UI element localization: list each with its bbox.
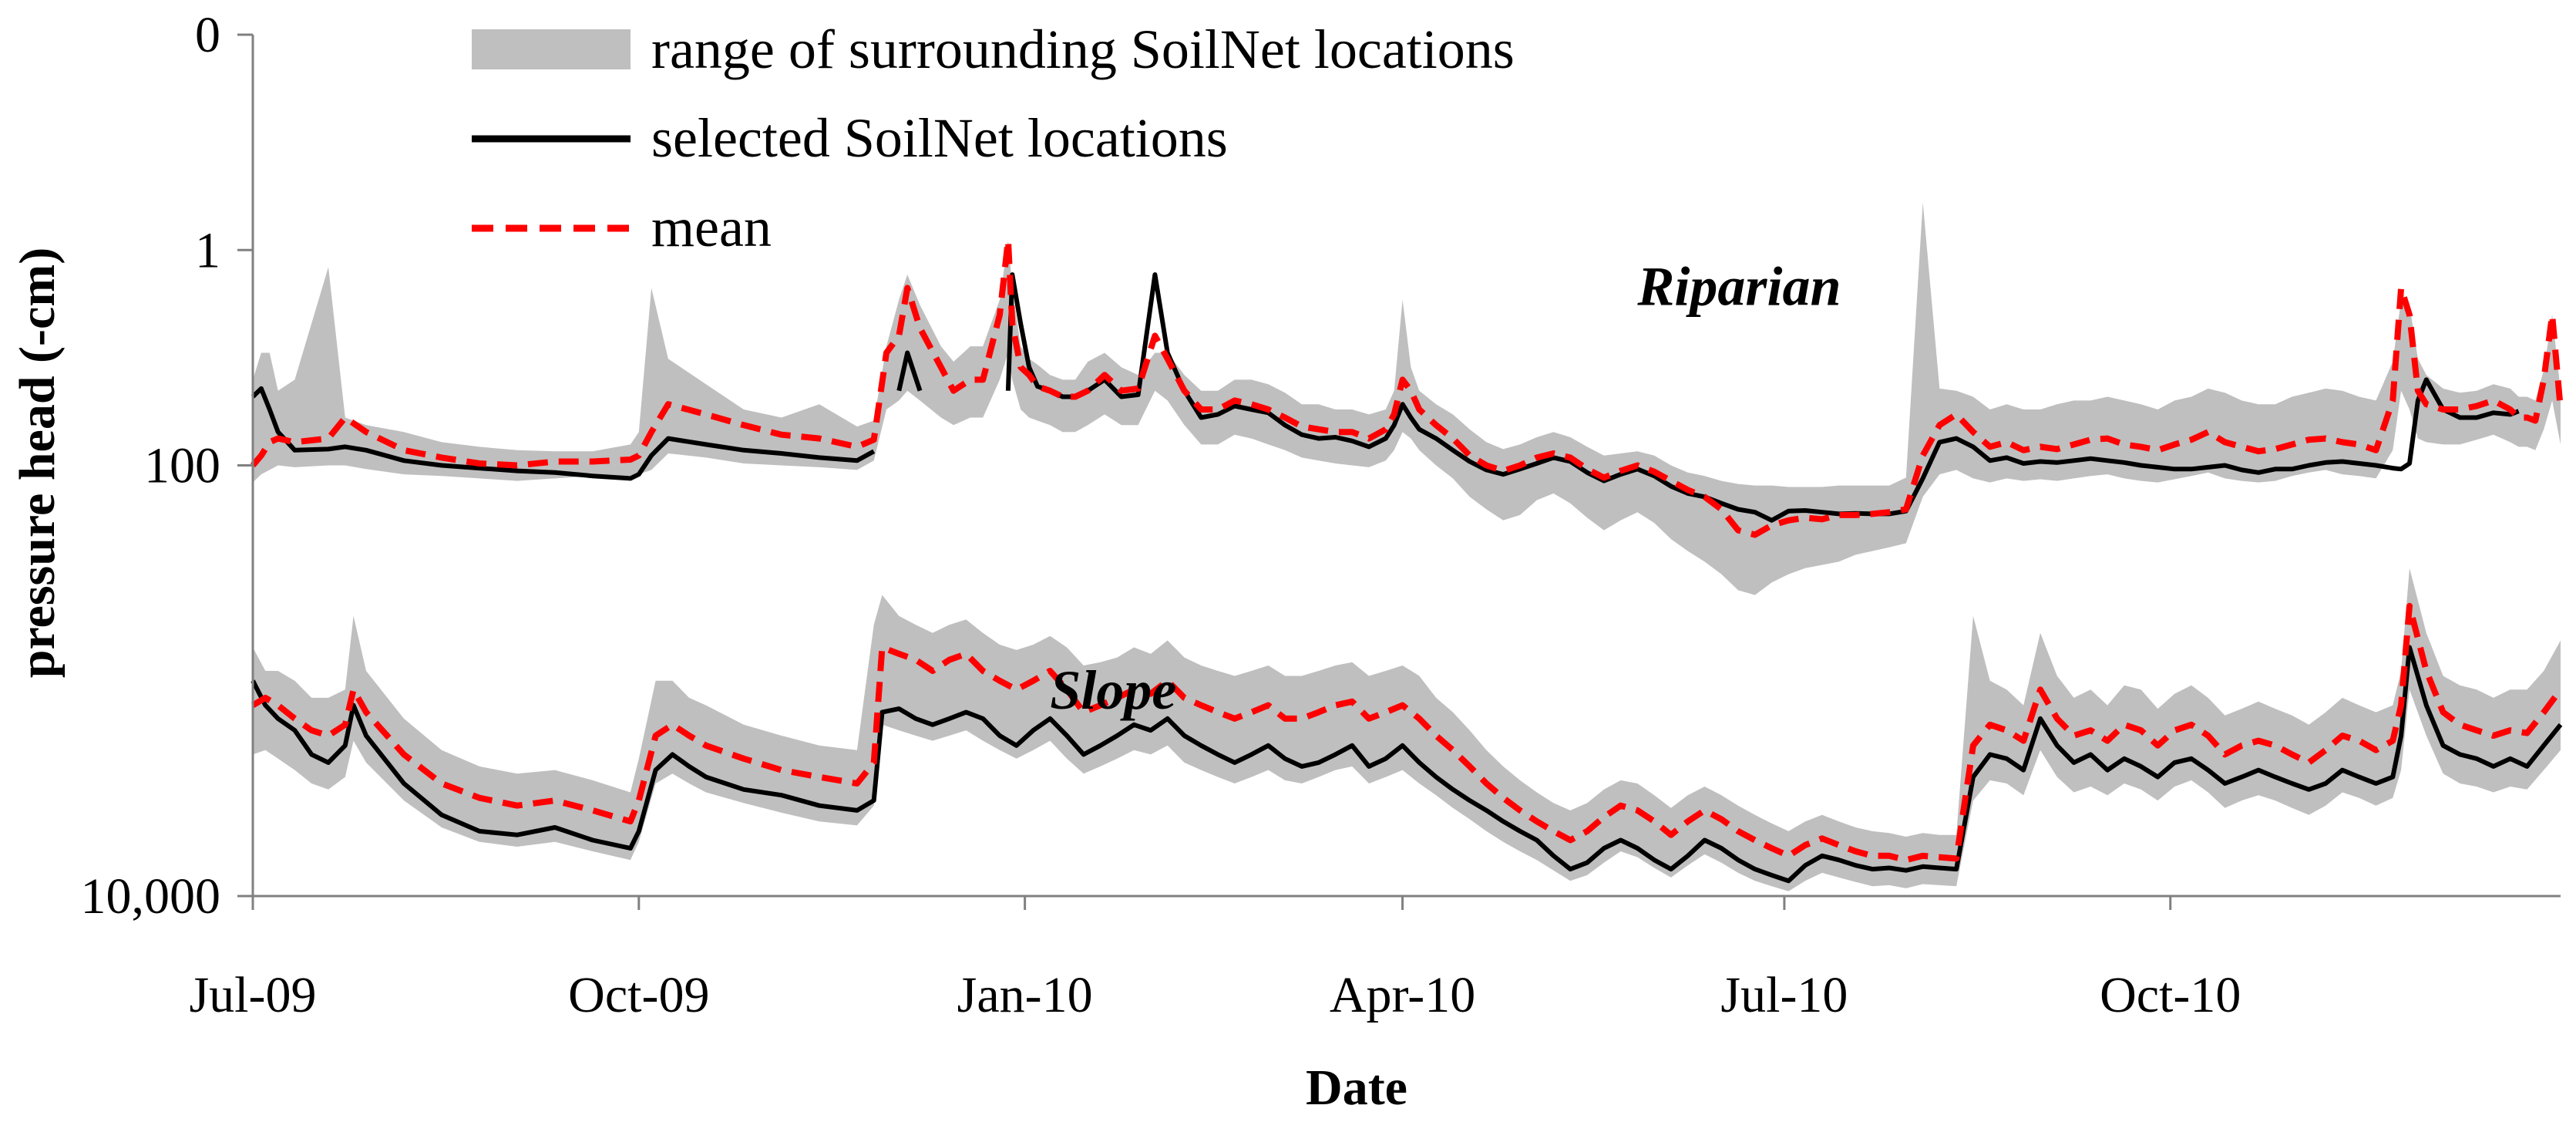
- x-ticks: Jul-09 Oct-09 Jan-10 Apr-10 Jul-10 Oct-10: [190, 896, 2241, 1023]
- y-axis-title: pressure head (-cm): [9, 248, 66, 679]
- slope-mean-line: [251, 602, 2564, 864]
- x-tick-label: Jul-09: [190, 967, 317, 1023]
- x-tick-label: Jan-10: [957, 967, 1093, 1023]
- mean-lines: [250, 237, 2564, 864]
- legend: range of surrounding SoilNet locations s…: [472, 19, 1515, 258]
- riparian-range-band: [253, 202, 2561, 595]
- legend-label-selected: selected SoilNet locations: [651, 107, 1228, 169]
- slope-selected-line: [251, 645, 2563, 884]
- x-tick-label: Oct-09: [568, 967, 709, 1023]
- x-tick-label: Oct-10: [2100, 967, 2241, 1023]
- y-tick-label: 0: [195, 7, 220, 63]
- annotation-riparian: Riparian: [1636, 256, 1841, 318]
- x-axis-title: Date: [1306, 1060, 1407, 1116]
- riparian-mean-line: [250, 237, 2564, 538]
- legend-swatch-range: [472, 29, 631, 69]
- annotations: Riparian Slope: [1050, 256, 1841, 722]
- y-tick-label: 1: [195, 222, 220, 278]
- x-tick-label: Jul-10: [1720, 967, 1848, 1023]
- range-bands: [253, 202, 2561, 891]
- y-ticks: 0 1 100 10,000: [81, 7, 253, 925]
- y-tick-label: 10,000: [81, 868, 221, 925]
- x-tick-label: Apr-10: [1330, 967, 1475, 1023]
- plot-area: [253, 202, 2561, 891]
- selected-lines: [251, 275, 2563, 884]
- slope-range-band: [253, 568, 2561, 891]
- y-tick-label: 100: [144, 438, 220, 494]
- legend-label-mean: mean: [651, 197, 772, 258]
- legend-label-range: range of surrounding SoilNet locations: [651, 19, 1515, 80]
- annotation-slope: Slope: [1050, 659, 1176, 721]
